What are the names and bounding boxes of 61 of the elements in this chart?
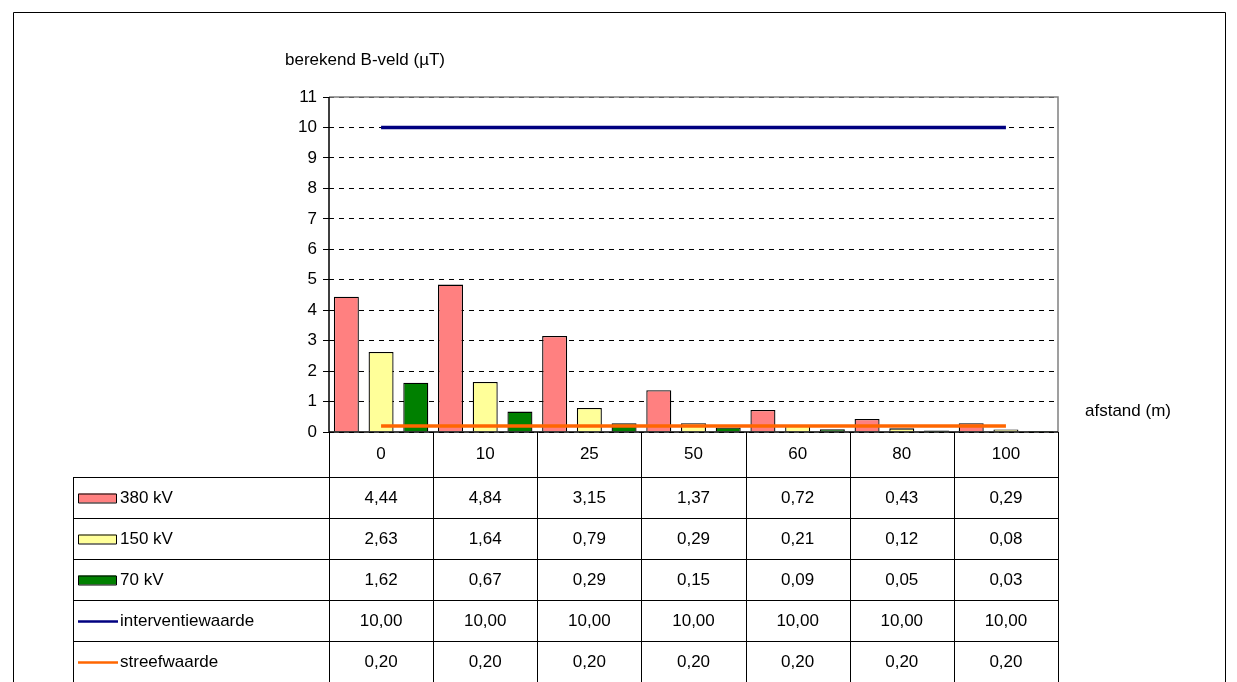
- data-label: 0,21: [781, 529, 815, 549]
- data-label: 0,09: [781, 570, 815, 590]
- legend-label: streefwaarde: [120, 652, 219, 672]
- data-label: 1,64: [468, 529, 502, 549]
- y-tick-label: 2: [307, 360, 317, 380]
- data-label: 0,20: [468, 652, 502, 672]
- y-tick-label: 7: [307, 208, 317, 228]
- data-label: 10,00: [463, 611, 507, 631]
- y-tick-label: 10: [298, 117, 317, 137]
- data-label: 0,20: [885, 652, 919, 672]
- data-label: 0,20: [989, 652, 1023, 672]
- y-tick-label: 5: [307, 269, 317, 289]
- data-label: 1,37: [676, 488, 711, 508]
- x-tick-label: 60: [788, 443, 808, 463]
- data-label: 10,00: [776, 611, 819, 631]
- data-label: 0,29: [572, 570, 606, 590]
- data-label: 0,03: [989, 570, 1023, 590]
- x-tick-label: 80: [892, 443, 912, 463]
- data-label: 4,84: [468, 488, 502, 508]
- data-label: 10,00: [672, 611, 715, 631]
- data-label: 0,29: [676, 529, 711, 549]
- x-tick-label: 100: [991, 443, 1021, 463]
- y-tick-label: 6: [307, 238, 317, 258]
- x-tick-label: 0: [376, 443, 386, 463]
- data-label: 0,43: [885, 488, 919, 508]
- y-tick-label: 1: [307, 391, 317, 411]
- data-label: 0,20: [676, 652, 711, 672]
- y-tick-label: 4: [307, 299, 317, 319]
- x-tick-label: 50: [684, 443, 703, 463]
- y-axis-title: berekend B-veld (µT): [285, 49, 446, 69]
- y-tick-label: 0: [307, 421, 317, 441]
- data-label: 3,15: [572, 488, 606, 508]
- legend-label: interventiewaarde: [120, 611, 255, 631]
- data-label: 1,62: [364, 570, 398, 590]
- data-label: 0,05: [885, 570, 919, 590]
- x-tick-label: 10: [475, 443, 495, 463]
- data-label: 0,20: [364, 652, 398, 672]
- y-tick-label: 11: [299, 86, 317, 106]
- data-label: 10,00: [984, 611, 1028, 631]
- data-label: 0,79: [572, 529, 606, 549]
- data-label: 0,67: [468, 570, 502, 590]
- data-label: 0,20: [572, 652, 606, 672]
- data-label: 0,29: [989, 488, 1023, 508]
- data-label: 4,44: [364, 488, 398, 508]
- data-label: 0,20: [781, 652, 815, 672]
- data-label: 0,12: [885, 529, 919, 549]
- data-label: 0,08: [989, 529, 1023, 549]
- data-label: 10,00: [359, 611, 403, 631]
- y-tick-label: 9: [307, 147, 317, 167]
- data-label: 0,72: [781, 488, 815, 508]
- data-label: 0,15: [676, 570, 711, 590]
- y-tick-label: 8: [307, 178, 317, 198]
- x-axis-title: afstand (m): [1085, 400, 1171, 420]
- legend-label: 70 kV: [120, 570, 165, 590]
- y-tick-label: 3: [307, 330, 317, 350]
- x-tick-label: 25: [579, 443, 599, 463]
- data-label: 10,00: [880, 611, 924, 631]
- legend-label: 150 kV: [120, 529, 174, 549]
- data-label: 10,00: [568, 611, 611, 631]
- legend-label: 380 kV: [120, 488, 174, 508]
- data-label: 2,63: [364, 529, 398, 549]
